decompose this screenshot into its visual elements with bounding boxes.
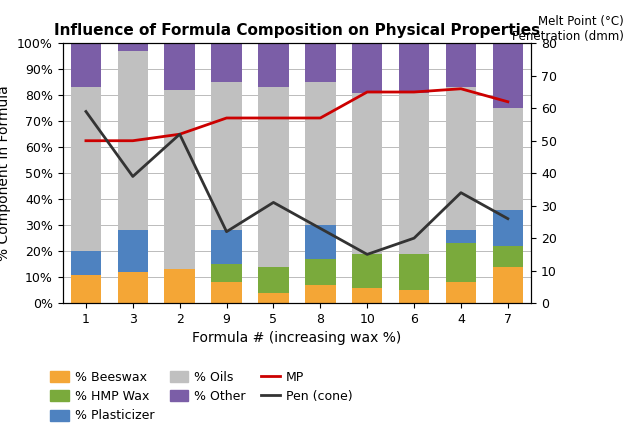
Bar [258,293,289,303]
Bar [211,264,242,282]
Bar [446,87,476,230]
MP [364,90,371,95]
Bar [492,210,523,246]
Pen (cone) [129,174,137,179]
Pen (cone) [504,216,511,221]
MP [270,116,278,121]
Bar [492,108,523,210]
Pen (cone) [270,200,278,205]
Bar [446,243,476,282]
Bar [305,82,336,225]
MP [82,138,90,143]
Bar [71,275,101,303]
Bar [352,93,382,254]
MP [176,132,184,137]
Pen (cone) [223,229,231,234]
MP [223,116,231,121]
Bar [399,43,429,93]
Bar [164,269,195,303]
Pen (cone) [317,226,324,231]
Bar [305,225,336,259]
Line: Pen (cone): Pen (cone) [86,112,508,254]
Bar [492,43,523,108]
Bar [446,230,476,243]
Bar [118,51,148,230]
Bar [399,93,429,254]
Bar [305,259,336,285]
Bar [446,43,476,87]
Bar [399,254,429,290]
Bar [399,290,429,303]
MP [504,99,511,104]
Text: Melt Point (°C): Melt Point (°C) [538,15,624,28]
Bar [164,90,195,269]
Legend: % Beeswax, % HMP Wax, % Plasticizer, % Oils, % Other, MP, Pen (cone): % Beeswax, % HMP Wax, % Plasticizer, % O… [50,371,352,423]
Bar [305,285,336,303]
Bar [258,267,289,293]
MP [317,116,324,121]
Line: MP: MP [86,89,508,141]
Text: Penetration (dmm): Penetration (dmm) [512,30,624,43]
Bar [258,43,289,87]
Title: Influence of Formula Composition on Physical Properties: Influence of Formula Composition on Phys… [54,23,540,38]
Bar [164,43,195,90]
Pen (cone) [458,190,465,195]
Bar [71,87,101,251]
MP [129,138,137,143]
Bar [492,246,523,267]
Pen (cone) [82,109,90,114]
Pen (cone) [364,252,371,257]
Bar [492,267,523,303]
Bar [305,43,336,82]
Bar [211,282,242,303]
Bar [352,43,382,93]
Bar [211,43,242,82]
Bar [446,282,476,303]
Bar [118,272,148,303]
Bar [352,288,382,303]
Bar [211,82,242,230]
Pen (cone) [176,132,184,137]
Bar [118,230,148,272]
Bar [71,43,101,87]
Bar [71,251,101,275]
X-axis label: Formula # (increasing wax %): Formula # (increasing wax %) [192,331,401,346]
Y-axis label: % Component in Formula: % Component in Formula [0,85,11,261]
Bar [211,230,242,264]
Bar [118,43,148,51]
MP [410,90,418,95]
Pen (cone) [410,236,418,241]
Bar [352,254,382,288]
MP [458,86,465,91]
Bar [258,87,289,267]
